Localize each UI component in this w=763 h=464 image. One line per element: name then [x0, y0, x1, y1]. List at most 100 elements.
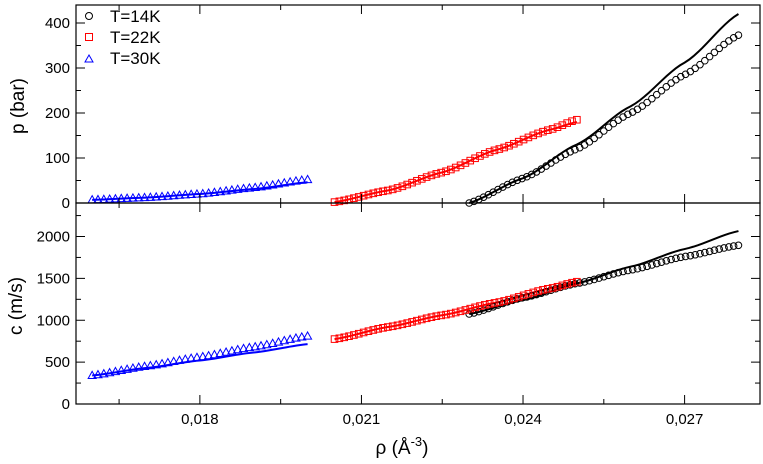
- bottom-data-point-22k: [330, 335, 339, 343]
- top-data-point-30k: [244, 182, 255, 192]
- top-data-point-30k: [197, 188, 208, 198]
- top-data-point-14k: [676, 72, 685, 81]
- bottom-data-point-22k: [345, 332, 353, 341]
- bottom-data-point-30k: [87, 370, 98, 380]
- bottom-data-point-22k: [379, 324, 387, 332]
- bottom-y-tick-label: 1500: [37, 270, 70, 287]
- top-data-point-22k: [461, 159, 470, 167]
- top-data-point-14k: [479, 193, 488, 201]
- top-data-point-22k: [408, 178, 416, 187]
- bottom-data-point-14k: [700, 248, 709, 257]
- bottom-data-point-30k: [227, 345, 237, 355]
- top-data-point-22k: [340, 196, 349, 205]
- top-data-point-22k: [505, 141, 513, 150]
- legend: T=14K T=22K T=30K: [84, 7, 161, 68]
- bottom-data-point-14k: [720, 244, 728, 252]
- bottom-data-point-30k: [215, 348, 226, 357]
- bottom-data-point-22k: [500, 297, 508, 305]
- top-data-point-22k: [514, 137, 523, 146]
- bottom-data-point-22k: [480, 301, 489, 309]
- top-data-point-14k: [609, 119, 618, 128]
- bottom-data-point-14k: [672, 254, 680, 263]
- top-data-point-30k: [232, 184, 243, 193]
- top-data-point-30k: [285, 176, 295, 186]
- bottom-data-point-30k: [192, 352, 202, 361]
- bottom-data-point-14k: [624, 266, 632, 275]
- top-data-point-14k: [648, 94, 656, 103]
- bottom-data-point-30k: [273, 336, 284, 346]
- top-data-point-22k: [417, 175, 426, 183]
- bottom-data-point-22k: [408, 318, 416, 326]
- top-data-point-14k: [590, 134, 598, 143]
- bottom-data-point-22k: [335, 334, 344, 343]
- bottom-data-point-22k: [456, 307, 465, 316]
- top-data-point-22k: [534, 129, 542, 138]
- top-data-point-22k: [398, 182, 407, 191]
- top-data-point-22k: [379, 187, 387, 196]
- bottom-data-point-30k: [180, 354, 191, 363]
- bottom-data-point-22k: [485, 300, 494, 308]
- top-data-point-30k: [186, 189, 196, 198]
- top-data-point-14k: [720, 40, 728, 49]
- bottom-data-point-30k: [244, 342, 255, 352]
- bottom-data-point-30k: [279, 335, 290, 345]
- bottom-data-point-30k: [133, 362, 144, 371]
- bottom-data-point-14k: [705, 247, 714, 256]
- bottom-data-point-30k: [110, 366, 121, 376]
- top-data-point-14k: [700, 56, 709, 65]
- bottom-data-point-14k: [580, 278, 589, 286]
- bottom-data-point-14k: [667, 255, 675, 264]
- bottom-data-point-22k: [442, 310, 450, 319]
- top-data-point-14k: [566, 148, 574, 156]
- bottom-data-point-22k: [340, 333, 349, 342]
- top-data-point-22k: [490, 146, 499, 155]
- top-data-point-22k: [510, 139, 518, 148]
- top-data-point-22k: [543, 126, 552, 135]
- top-panel: 0 100 200 300 400 p (bar) T=14K T=22K T=30K: [8, 4, 761, 212]
- bottom-data-point-22k: [495, 298, 504, 306]
- bottom-data-point-22k: [403, 319, 412, 327]
- bottom-data-point-22k: [476, 302, 484, 310]
- top-data-point-14k: [561, 150, 570, 159]
- bottom-data-point-30k: [209, 349, 220, 359]
- top-data-point-22k: [442, 167, 450, 176]
- bottom-data-point-22k: [543, 285, 552, 293]
- bottom-data-point-14k: [600, 272, 608, 281]
- top-data-point-14k: [643, 98, 651, 107]
- bottom-data-point-14k: [729, 242, 738, 250]
- bottom-data-point-30k: [145, 360, 156, 370]
- top-data-point-22k: [374, 188, 382, 197]
- top-y-tick-label: 300: [45, 60, 70, 77]
- top-data-point-22k: [447, 165, 455, 174]
- bottom-data-point-30k: [256, 340, 266, 350]
- top-data-point-22k: [519, 135, 528, 144]
- bottom-data-point-14k: [614, 268, 623, 277]
- top-data-point-22k: [539, 127, 547, 136]
- top-data-point-14k: [600, 127, 608, 135]
- bottom-data-point-30k: [151, 359, 162, 369]
- top-data-point-14k: [705, 52, 714, 61]
- legend-label-22k: T=22K: [110, 28, 161, 47]
- bottom-data-point-22k: [519, 291, 528, 300]
- top-data-point-30k: [203, 187, 214, 197]
- top-data-point-22k: [524, 133, 533, 142]
- bottom-data-point-14k: [619, 267, 627, 276]
- bottom-data-point-22k: [422, 314, 431, 323]
- top-data-point-30k: [104, 193, 115, 203]
- bottom-data-point-22k: [364, 327, 373, 335]
- top-data-point-22k: [480, 150, 489, 158]
- top-data-point-30k: [122, 193, 132, 202]
- bottom-data-point-30k: [163, 357, 173, 367]
- top-y-tick-label: 400: [45, 15, 70, 32]
- top-data-point-22k: [359, 191, 368, 200]
- top-data-point-14k: [604, 123, 613, 132]
- top-data-point-14k: [585, 138, 594, 146]
- bottom-data-point-30k: [122, 364, 132, 373]
- bottom-data-point-14k: [715, 245, 724, 253]
- bottom-data-point-22k: [437, 311, 445, 320]
- bottom-data-point-22k: [393, 321, 402, 330]
- bottom-data-point-22k: [529, 288, 538, 297]
- top-data-point-14k: [470, 197, 478, 206]
- bottom-data-point-30k: [221, 347, 231, 356]
